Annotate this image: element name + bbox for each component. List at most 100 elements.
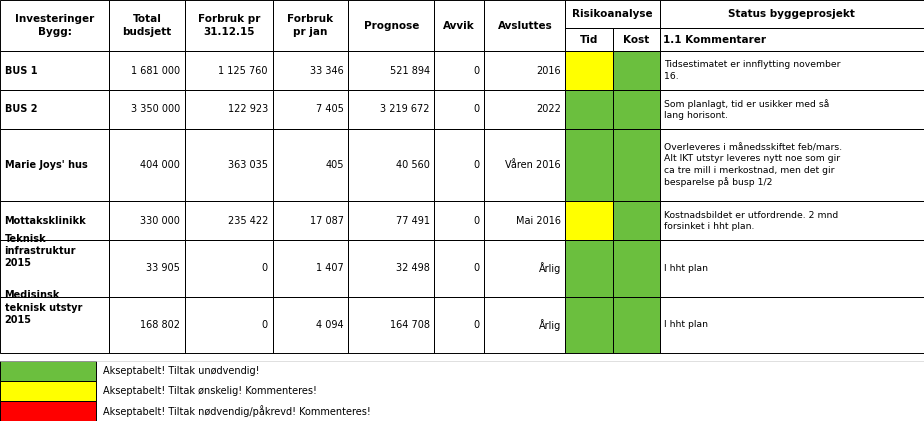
- Text: Prognose: Prognose: [364, 21, 419, 31]
- Bar: [660, 129, 924, 201]
- Text: Kost: Kost: [623, 35, 650, 45]
- Text: Kostnadsbildet er utfordrende. 2 mnd
forsinket i hht plan.: Kostnadsbildet er utfordrende. 2 mnd for…: [664, 210, 839, 231]
- Bar: [434, 297, 484, 353]
- Bar: [434, 51, 484, 90]
- Bar: [565, 90, 613, 129]
- Text: Årlig: Årlig: [539, 263, 561, 274]
- Text: Overleveres i månedsskiftet feb/mars.
Alt IKT utstyr leveres nytt noe som gir
ca: Overleveres i månedsskiftet feb/mars. Al…: [664, 144, 843, 187]
- Text: 0: 0: [473, 216, 480, 226]
- Text: 164 708: 164 708: [390, 320, 430, 330]
- Bar: [484, 51, 565, 90]
- Bar: [660, 90, 924, 129]
- Bar: [565, 129, 613, 201]
- Text: Tidsestimatet er innflytting november
16.: Tidsestimatet er innflytting november 16…: [664, 61, 841, 80]
- Bar: [185, 0, 273, 51]
- Bar: [484, 201, 565, 240]
- Bar: [273, 0, 348, 51]
- Bar: [565, 240, 613, 297]
- Text: 7 405: 7 405: [316, 104, 344, 115]
- Text: Teknisk
infrastruktur
2015: Teknisk infrastruktur 2015: [5, 234, 76, 269]
- Bar: [109, 51, 185, 90]
- Text: 1 407: 1 407: [316, 264, 344, 274]
- Text: 1 681 000: 1 681 000: [131, 66, 180, 75]
- Text: Akseptabelt! Tiltak unødvendig!: Akseptabelt! Tiltak unødvendig!: [103, 366, 260, 376]
- Bar: [565, 51, 613, 90]
- Bar: [185, 51, 273, 90]
- Bar: [348, 129, 434, 201]
- Text: I hht plan: I hht plan: [664, 320, 709, 330]
- Text: 0: 0: [261, 264, 268, 274]
- Text: Tid: Tid: [580, 35, 598, 45]
- Bar: [185, 240, 273, 297]
- Bar: [0, 401, 96, 421]
- Bar: [565, 297, 613, 353]
- Bar: [0, 297, 109, 353]
- Bar: [660, 297, 924, 353]
- Bar: [109, 0, 185, 51]
- Bar: [613, 201, 660, 240]
- Bar: [185, 129, 273, 201]
- Bar: [484, 0, 565, 51]
- Bar: [348, 51, 434, 90]
- Bar: [613, 90, 660, 129]
- Bar: [109, 129, 185, 201]
- Text: Mottaksklinikk: Mottaksklinikk: [5, 216, 86, 226]
- Bar: [565, 51, 613, 90]
- Bar: [0, 381, 96, 401]
- Bar: [0, 51, 109, 90]
- Text: Avsluttes: Avsluttes: [497, 21, 553, 31]
- Text: 17 087: 17 087: [310, 216, 344, 226]
- Bar: [273, 201, 348, 240]
- Text: Akseptabelt! Tiltak nødvendig/påkrevd! Kommenteres!: Akseptabelt! Tiltak nødvendig/påkrevd! K…: [103, 405, 371, 417]
- Text: 33 905: 33 905: [146, 264, 180, 274]
- Text: 168 802: 168 802: [140, 320, 180, 330]
- Bar: [613, 297, 660, 353]
- Text: 405: 405: [325, 160, 344, 170]
- Bar: [185, 201, 273, 240]
- Bar: [565, 90, 613, 129]
- Bar: [565, 28, 613, 51]
- Bar: [660, 28, 924, 51]
- Bar: [613, 51, 660, 90]
- Bar: [613, 240, 660, 297]
- Text: 0: 0: [473, 264, 480, 274]
- Bar: [660, 201, 924, 240]
- Text: Marie Joys' hus: Marie Joys' hus: [5, 160, 88, 170]
- Text: Mai 2016: Mai 2016: [516, 216, 561, 226]
- Text: Årlig: Årlig: [539, 319, 561, 331]
- Bar: [613, 240, 660, 297]
- Bar: [348, 0, 434, 51]
- Bar: [484, 90, 565, 129]
- Bar: [565, 240, 613, 297]
- Bar: [565, 201, 613, 240]
- Bar: [613, 129, 660, 201]
- Text: BUS 2: BUS 2: [5, 104, 37, 115]
- Text: 40 560: 40 560: [395, 160, 430, 170]
- Bar: [660, 51, 924, 90]
- Text: Risikoanalyse: Risikoanalyse: [572, 9, 653, 19]
- Bar: [273, 129, 348, 201]
- Bar: [613, 28, 660, 51]
- Bar: [660, 0, 924, 28]
- Text: Forbruk pr
31.12.15: Forbruk pr 31.12.15: [198, 14, 260, 37]
- Text: Avvik: Avvik: [444, 21, 475, 31]
- Bar: [0, 201, 109, 240]
- Text: Forbruk
pr jan: Forbruk pr jan: [287, 14, 334, 37]
- Text: 4 094: 4 094: [316, 320, 344, 330]
- Text: 521 894: 521 894: [390, 66, 430, 75]
- Bar: [273, 90, 348, 129]
- Bar: [0, 0, 109, 51]
- Bar: [0, 361, 96, 381]
- Bar: [0, 90, 109, 129]
- Bar: [0, 381, 96, 401]
- Bar: [348, 201, 434, 240]
- Bar: [434, 129, 484, 201]
- Text: Som planlagt, tid er usikker med så
lang horisont.: Som planlagt, tid er usikker med så lang…: [664, 99, 830, 120]
- Bar: [273, 51, 348, 90]
- Bar: [348, 297, 434, 353]
- Text: Akseptabelt! Tiltak ønskelig! Kommenteres!: Akseptabelt! Tiltak ønskelig! Kommentere…: [103, 386, 317, 396]
- Text: 404 000: 404 000: [140, 160, 180, 170]
- Bar: [565, 297, 613, 353]
- Bar: [109, 201, 185, 240]
- Text: 1 125 760: 1 125 760: [218, 66, 268, 75]
